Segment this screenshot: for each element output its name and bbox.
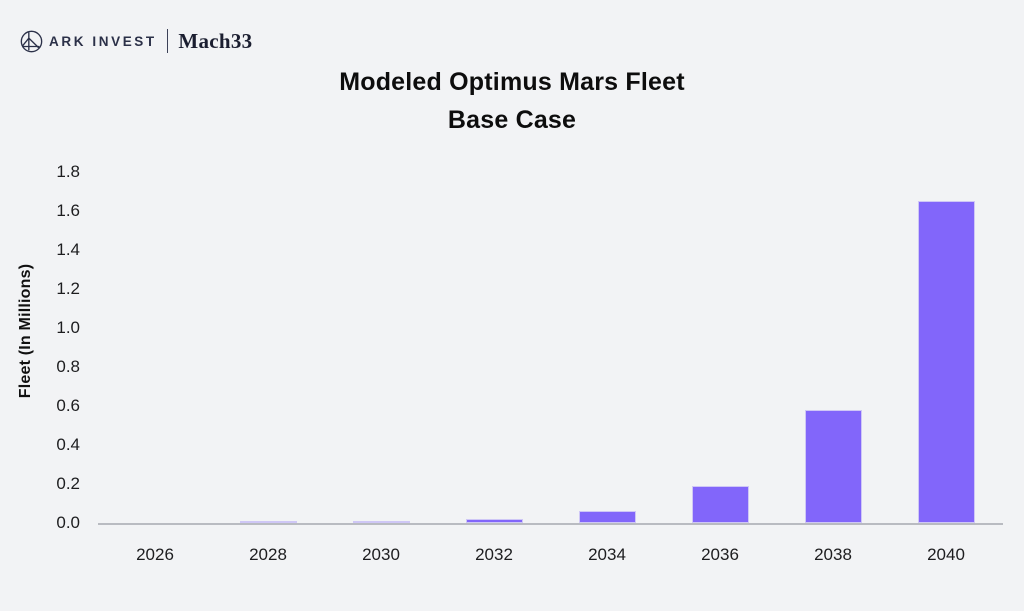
ark-globe-icon xyxy=(20,30,43,52)
y-tick-label-1.6: 1.6 xyxy=(56,201,80,220)
y-tick-label-0.2: 0.2 xyxy=(56,474,80,493)
y-tick-label-1.8: 1.8 xyxy=(56,162,80,181)
ark-invest-wordmark: ARK INVEST xyxy=(49,33,157,49)
bar-2032 xyxy=(465,519,523,523)
x-tick-label-2026: 2026 xyxy=(136,545,174,564)
bar-2036 xyxy=(691,486,749,523)
logo-divider xyxy=(166,29,169,53)
chart-title-line1: Modeled Optimus Mars Fleet xyxy=(339,68,685,96)
y-tick-label-0.6: 0.6 xyxy=(56,396,80,415)
x-tick-label-2038: 2038 xyxy=(814,545,852,564)
brand-logo: ARK INVEST Mach33 xyxy=(20,28,252,54)
mach33-wordmark: Mach33 xyxy=(178,28,253,53)
x-tick-label-2032: 2032 xyxy=(475,545,513,564)
y-tick-label-0.0: 0.0 xyxy=(56,513,80,532)
x-axis-line xyxy=(98,523,1003,525)
y-tick-label-0.8: 0.8 xyxy=(56,357,80,376)
x-tick-label-2034: 2034 xyxy=(588,545,626,564)
y-tick-label-1.2: 1.2 xyxy=(56,279,80,298)
bar-2030 xyxy=(352,521,410,523)
x-tick-label-2030: 2030 xyxy=(362,545,400,564)
bar-2040 xyxy=(917,201,975,523)
x-tick-label-2036: 2036 xyxy=(701,545,739,564)
bar-2034 xyxy=(578,511,636,523)
y-tick-label-0.4: 0.4 xyxy=(56,435,80,454)
y-tick-label-1.0: 1.0 xyxy=(56,318,80,337)
x-tick-label-2040: 2040 xyxy=(927,545,965,564)
chart-title-line2: Base Case xyxy=(447,106,577,134)
chart-title: Modeled Optimus Mars Fleet Base Case xyxy=(0,63,1024,139)
y-tick-label-1.4: 1.4 xyxy=(56,240,80,259)
bar-2038 xyxy=(804,410,862,523)
x-tick-label-2028: 2028 xyxy=(249,545,287,564)
bar-2028 xyxy=(239,521,297,523)
